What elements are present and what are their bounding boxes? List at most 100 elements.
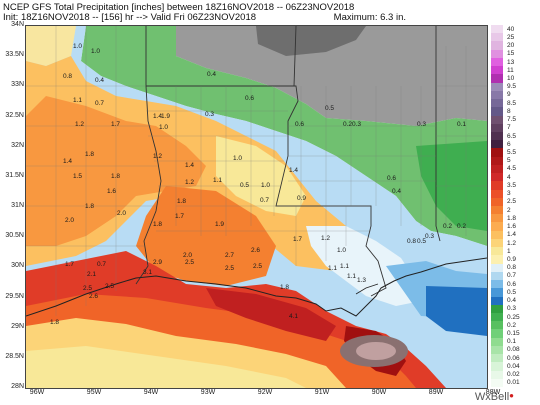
- colorbar-label: 1: [507, 247, 511, 255]
- colorbar-label: 25: [507, 33, 515, 41]
- colorbar-swatch: [491, 57, 503, 67]
- colorbar-swatch: [491, 263, 503, 273]
- colorbar-label: 9.5: [507, 83, 517, 91]
- colorbar-swatch: [491, 378, 503, 388]
- colorbar-swatch: [491, 131, 503, 141]
- colorbar-label: 4: [507, 173, 511, 181]
- colorbar-label: 10: [507, 74, 515, 82]
- precip-value-label: 1.6: [107, 188, 117, 195]
- colorbar-swatch: [491, 33, 503, 42]
- colorbar-label: 0.04: [507, 362, 520, 370]
- latitude-label: 28.5N: [5, 352, 24, 360]
- colorbar-swatch: [491, 247, 503, 256]
- blue-gulf-deep: [426, 286, 487, 336]
- colorbar-swatch: [491, 123, 503, 133]
- dark-gray-band: [256, 26, 366, 56]
- longitude-label: 90W: [371, 389, 387, 396]
- latitude-label: 29N: [11, 322, 24, 330]
- colorbar-label: 2: [507, 206, 511, 214]
- precip-value-label: 1.8: [50, 319, 60, 326]
- colorbar-swatch: [491, 280, 503, 289]
- precip-value-label: 0.4: [392, 188, 402, 195]
- colorbar-swatch: [491, 214, 503, 223]
- colorbar-swatch: [491, 329, 503, 339]
- precip-value-label: 0.6: [295, 121, 305, 128]
- green-band: [81, 26, 487, 246]
- precip-value-label: 1.0: [233, 155, 243, 162]
- colorbar-swatch: [491, 181, 503, 191]
- colorbar-label: 1.8: [507, 214, 517, 222]
- colorbar-swatch: [491, 49, 503, 59]
- precip-value-label: 1.3: [357, 277, 367, 284]
- colorbar-label: 11: [507, 66, 514, 74]
- precip-value-label: 0.6: [387, 175, 397, 182]
- latitude-label: 31N: [11, 202, 24, 209]
- precip-value-label: 1.1: [347, 273, 357, 280]
- precip-value-label: 1.7: [175, 213, 185, 220]
- precip-value-label: 1.0: [159, 124, 169, 131]
- precip-value-label: 2.1: [87, 271, 97, 278]
- colorbar-label: 0.08: [507, 346, 520, 354]
- colorbar-swatch: [491, 148, 503, 158]
- pale-gulf: [26, 346, 306, 388]
- colorbar-swatch: [491, 370, 503, 380]
- precipitation-map: [25, 25, 488, 389]
- precip-value-label: 2.5: [83, 285, 93, 292]
- colorbar-label: 0.3: [507, 305, 517, 313]
- colorbar-swatch: [491, 321, 503, 330]
- colorbar-label: 6: [507, 140, 511, 148]
- colorbar-label: 2.5: [507, 198, 517, 206]
- colorbar-label: 0.6: [507, 280, 517, 288]
- coastline: [26, 257, 487, 317]
- colorbar-label: 13: [507, 58, 515, 66]
- latitude-label: 28N: [11, 383, 24, 390]
- colorbar-label: 3.5: [507, 181, 517, 189]
- latitude-label: 29.5N: [5, 292, 24, 300]
- colorbar-label: 8.5: [507, 99, 517, 107]
- precip-value-label: 1.8: [177, 198, 187, 205]
- precip-value-label: 0.5: [240, 182, 250, 189]
- colorbar-swatch: [491, 41, 503, 51]
- light-yellow-nw: [26, 26, 76, 66]
- colorbar-swatch: [491, 238, 503, 248]
- precip-value-label: 0.6: [245, 95, 255, 102]
- map-canvas: [26, 26, 487, 388]
- colorbar-label: 4.5: [507, 165, 517, 173]
- colorbar-label: 3: [507, 190, 511, 198]
- colorbar-label: 7.5: [507, 116, 517, 124]
- precip-value-label: 0.7: [260, 197, 270, 204]
- latitude-label: 30N: [11, 262, 24, 270]
- precip-value-label: 1.0: [73, 43, 83, 50]
- colorbar-swatch: [491, 271, 503, 281]
- longitude-label: 89W: [428, 389, 444, 396]
- precip-value-label: 0.8: [407, 238, 417, 245]
- colorbar-label: 9: [507, 91, 511, 99]
- colorbar-label: 1.4: [507, 231, 517, 239]
- precip-value-label: 1.4: [289, 167, 299, 174]
- precip-value-label: 0.1: [457, 121, 467, 128]
- colorbar-label: 20: [507, 42, 515, 50]
- maximum-label: Maximum: 6.3 in.: [333, 12, 406, 23]
- colorbar-label: 0.06: [507, 354, 520, 362]
- precip-value-label: 2.5: [185, 259, 195, 266]
- colorbar-swatch: [491, 140, 503, 149]
- precip-value-label: 2.0: [117, 210, 127, 217]
- precip-value-label: 0.4: [207, 71, 217, 78]
- colorbar-swatch: [491, 66, 503, 75]
- colorbar-swatch: [491, 189, 503, 199]
- max-ellipse-inner: [356, 342, 396, 360]
- precip-value-label: 0.3: [352, 121, 362, 128]
- colorbar-label: 0.2: [507, 321, 517, 329]
- init-valid-line: Init: 18Z16NOV2018 -- [156] hr --> Valid…: [3, 12, 257, 23]
- longitude-label: 95W: [86, 389, 102, 396]
- precip-value-label: 1.4: [153, 113, 163, 120]
- latitude-label: 30.5N: [5, 232, 24, 240]
- precip-value-label: 1.2: [321, 235, 331, 242]
- precip-value-label: 1.4: [185, 162, 195, 169]
- precip-value-label: 0.2: [457, 223, 467, 230]
- colorbar-swatch: [491, 156, 503, 166]
- colorbar-label: 0.1: [507, 338, 517, 346]
- longitude-label: 91W: [314, 389, 330, 396]
- precip-value-label: 1.8: [280, 284, 290, 291]
- colorbar-swatch: [491, 74, 503, 84]
